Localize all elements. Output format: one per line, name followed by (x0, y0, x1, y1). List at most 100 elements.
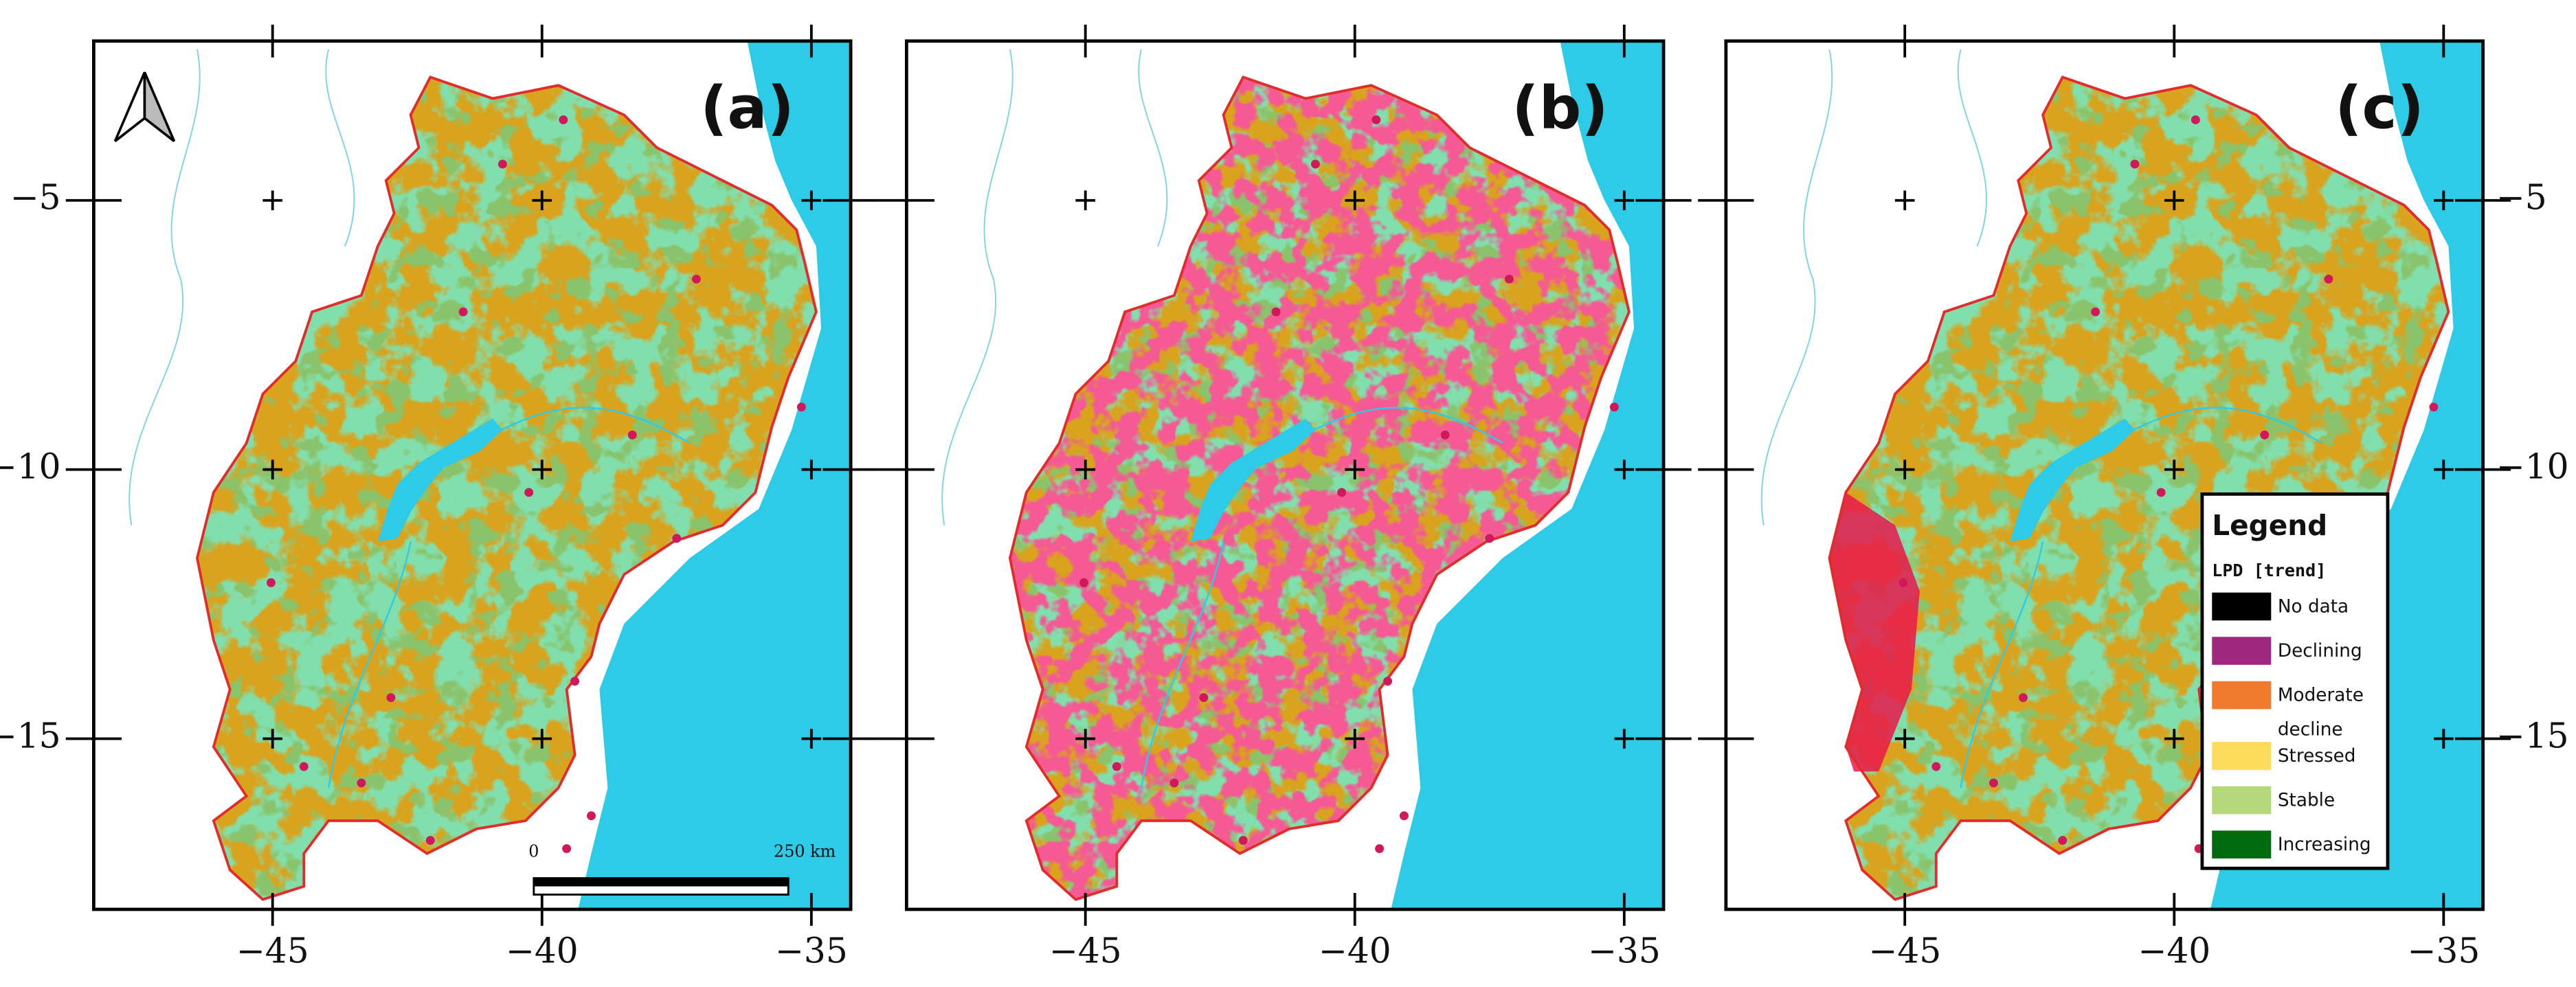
legend-label-box: Declining (2277, 640, 2362, 662)
x-tick-label: −45 (1049, 930, 1122, 971)
scale-bar (533, 878, 789, 887)
city (386, 693, 396, 703)
river (1313, 407, 1503, 444)
y-tick-label: −15 (2496, 716, 2569, 756)
legend-label-box: Stressed (2278, 745, 2356, 767)
city (559, 115, 568, 124)
city (2324, 274, 2333, 284)
legend-swatch (2212, 742, 2272, 770)
panel-label: (b) (1512, 73, 1608, 142)
river (327, 541, 412, 789)
legend-label: Moderate decline (2277, 684, 2364, 740)
city (2058, 836, 2068, 846)
river (2133, 407, 2322, 444)
map-frame (904, 39, 1666, 911)
river (325, 49, 355, 247)
legend-swatch (2212, 637, 2272, 665)
city (627, 430, 637, 440)
y-tick-label: −10 (0, 446, 61, 487)
city (562, 844, 572, 853)
map-frame (1724, 39, 2485, 911)
river (500, 407, 691, 444)
city (425, 836, 435, 846)
legend-label-box: No data (2277, 595, 2349, 617)
city (1238, 836, 1248, 846)
river (128, 49, 201, 525)
city (1485, 534, 1494, 543)
city (2018, 693, 2028, 703)
city (1199, 693, 1209, 703)
city (1169, 778, 1179, 788)
legend-label: No data (2277, 595, 2349, 617)
legend-subtitle: LPD [trend] (2212, 560, 2326, 580)
city (267, 578, 276, 587)
river (941, 49, 1013, 525)
city (299, 762, 309, 771)
city (1112, 762, 1121, 771)
city (1609, 402, 1619, 412)
city (458, 307, 468, 317)
north-arrow (143, 71, 176, 142)
city (1371, 115, 1381, 124)
city (1440, 430, 1450, 440)
legend-label-box: Moderate decline (2277, 684, 2364, 740)
city (1337, 488, 1347, 497)
scale-bar-label: 250 km (774, 841, 836, 861)
city (1383, 677, 1393, 686)
city (1989, 778, 1998, 788)
y-tick-label: −15 (0, 716, 61, 756)
x-tick-label: −40 (506, 930, 579, 971)
city (1931, 762, 1941, 771)
city (2260, 430, 2270, 440)
city (1504, 274, 1514, 284)
x-tick-label: −35 (2407, 930, 2480, 971)
legend-label: Declining (2277, 640, 2362, 662)
scale-bar-label: 0 (528, 841, 539, 861)
panel-label: (c) (2335, 73, 2424, 142)
river (1760, 49, 1833, 525)
city (2091, 307, 2101, 317)
x-tick-label: −40 (1319, 930, 1391, 971)
city (2429, 402, 2439, 412)
river (1138, 49, 1168, 247)
map-panel: −45 −40 −35 −5 −10 −15 (a) 0 250 km (0, 24, 879, 971)
x-tick-label: −35 (1588, 930, 1661, 971)
map-frame (91, 39, 853, 911)
map-panel: −45 −40 −35 (b) (878, 24, 1692, 971)
city (2130, 159, 2140, 169)
city (691, 274, 701, 284)
panel-label: (a) (700, 73, 794, 142)
city (1079, 578, 1088, 587)
legend-label: Increasing (2277, 834, 2371, 856)
city (497, 159, 507, 169)
city (1899, 578, 1908, 587)
city (1310, 159, 1320, 169)
x-tick-label: −35 (775, 930, 848, 971)
city (570, 677, 580, 686)
x-tick-label: −45 (236, 930, 309, 971)
city (524, 488, 534, 497)
legend-label-box: Increasing (2277, 834, 2371, 856)
city (672, 534, 682, 543)
river (1957, 49, 1988, 247)
map-panel: −45 −40 −35 −5 −10 −15 (c) Legend LPD [trend] No … (1698, 24, 2569, 971)
legend-swatch (2212, 592, 2272, 621)
x-tick-label: −40 (2138, 930, 2210, 971)
legend-title: Legend (2212, 509, 2327, 542)
y-tick-label: −5 (2496, 177, 2547, 218)
y-tick-label: −5 (10, 177, 61, 218)
map-content (906, 41, 1664, 909)
city (587, 811, 596, 821)
legend-label: Stable (2277, 789, 2336, 811)
map-content (93, 41, 851, 909)
legend-swatch (2212, 786, 2272, 815)
city (796, 402, 806, 412)
river (1960, 541, 2044, 789)
river (1140, 541, 1224, 789)
legend-label-box: Stable (2277, 789, 2336, 811)
city (2191, 115, 2200, 124)
legend-swatch (2212, 830, 2272, 859)
legend-swatch (2212, 681, 2272, 710)
